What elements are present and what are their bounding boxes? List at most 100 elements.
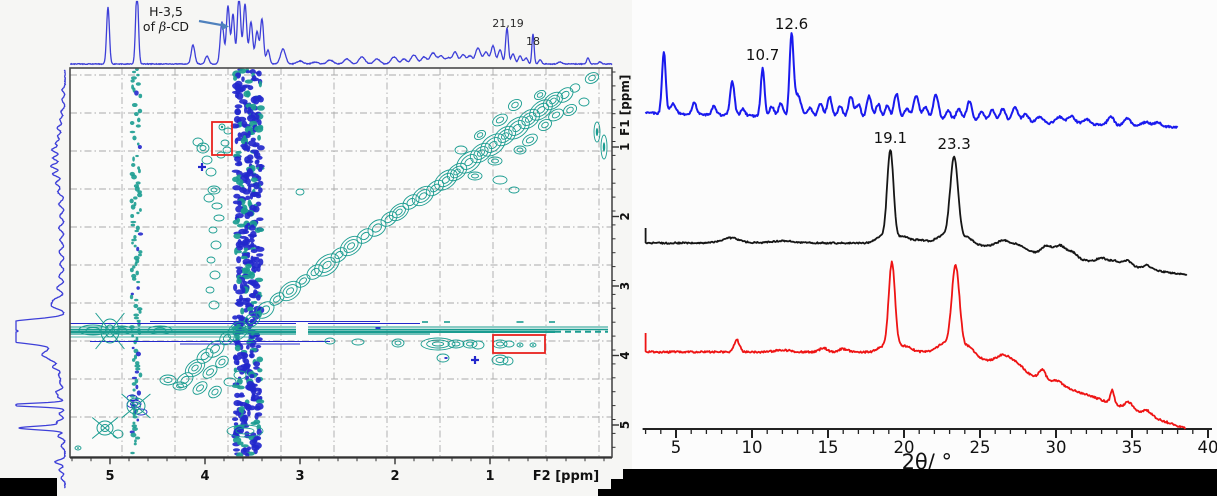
- nmr-highlight-box: [492, 334, 546, 354]
- nmr-2d-panel: 5 4 3 2 1 F2 [ppm] 1 2 3 4 5 F1 [ppm] H-3,5 of β-CD…: [0, 0, 632, 496]
- nmr-cross-peak: [529, 342, 537, 348]
- nmr-contour-plot: 5 4 3 2 1 F2 [ppm] 1 2 3 4 5 F1 [ppm]: [15, 0, 632, 489]
- nmr-cross-peak: [227, 321, 249, 341]
- nmr-cross-peak: [207, 185, 221, 195]
- xrd-tick-label: 15: [818, 438, 839, 457]
- nmr-cross-peak: [402, 194, 420, 210]
- nmr-cross-peak: [205, 340, 225, 358]
- xrd-peak-label: 12.6: [775, 15, 808, 33]
- nmr-f1-axis: 1 2 3 4 5 F1 [ppm]: [612, 71, 632, 448]
- nmr-cross-peak: [74, 445, 82, 451]
- nmr-cross-peak: [218, 123, 226, 131]
- nmr-cross-peak: [215, 355, 229, 369]
- nmr-cross-peak: [147, 325, 173, 335]
- black-bar-bottom-left: [0, 478, 57, 496]
- nmr-cross-peak: [473, 129, 487, 141]
- nmr-cross-peak: [447, 339, 465, 349]
- nmr-cross-peak: [504, 116, 530, 140]
- nmr-starburst-peak: [121, 393, 151, 419]
- nmr-cross-peak: [295, 188, 305, 196]
- nmr-cross-peak: [192, 137, 204, 147]
- xrd-tick-label: 25: [970, 438, 991, 457]
- nmr-cross-peak: [516, 342, 524, 348]
- nmr-cross-peak: [578, 97, 590, 107]
- xrd-tick-label: 10: [742, 438, 763, 457]
- xrd-tick-label: 40: [1198, 438, 1217, 457]
- xrd-peak-label: 23.3: [937, 135, 970, 153]
- nmr-f2-tick-label: 1: [485, 469, 494, 484]
- nmr-contour-layer: [70, 68, 608, 457]
- black-strip-bottom: [598, 469, 1217, 496]
- nmr-cross-peak: [522, 133, 538, 147]
- nmr-top-1d-projection: [70, 0, 613, 66]
- nmr-cross-peak: [172, 381, 188, 391]
- nmr-cross-peak: [508, 186, 520, 194]
- xrd-peak-label: 19.1: [874, 129, 907, 147]
- nmr-cross-peak: [502, 356, 514, 366]
- nmr-cross-peak: [569, 83, 581, 93]
- nmr-cross-peak: [517, 108, 541, 130]
- nmr-cross-peak: [584, 72, 600, 84]
- xrd-peak-label: 10.7: [746, 46, 779, 64]
- xrd-panel: 5 10 15 20 25 30 35 40 2θ/ ° 10.7 12.6 19.1 23.3: [632, 0, 1217, 496]
- nmr-cross-peak: [203, 193, 215, 203]
- nmr-cross-peak: [351, 338, 365, 346]
- nmr-plus-marker: [198, 163, 206, 171]
- nmr-f2-axis: 5 4 3 2 1 F2 [ppm]: [70, 456, 612, 484]
- nmr-cross-peak: [456, 150, 482, 174]
- nmr-cross-peak: [548, 108, 564, 122]
- nmr-f2-tick-label: 2: [390, 469, 399, 484]
- nmr-cross-peak: [226, 424, 264, 438]
- nmr-cross-peak: [233, 370, 247, 380]
- nmr-cross-peak: [533, 89, 547, 101]
- nmr-f2-tick-label: 3: [295, 469, 304, 484]
- nmr-cross-peak: [593, 121, 601, 143]
- nmr-cross-peak: [434, 169, 458, 191]
- nmr-cross-peak: [208, 226, 218, 234]
- xrd-tick-label: 30: [1046, 438, 1067, 457]
- nmr-cross-peak: [208, 300, 220, 310]
- xrd-tick-label: 35: [1122, 438, 1143, 457]
- nmr-f1-axis-label: F1 [ppm]: [618, 75, 632, 136]
- nmr-cross-peak: [201, 155, 213, 165]
- nmr-cross-peak: [492, 175, 508, 185]
- nmr-cross-peak: [192, 381, 208, 395]
- nmr-starburst-peak: [95, 312, 125, 350]
- nmr-cross-peak: [295, 274, 311, 288]
- nmr-cross-peak: [211, 202, 223, 210]
- nmr-cross-peak: [159, 374, 177, 386]
- nmr-cross-peak: [324, 337, 336, 345]
- nmr-cross-peak: [562, 103, 578, 117]
- nmr-cross-peak: [176, 372, 194, 388]
- nmr-cross-peak: [209, 270, 221, 280]
- nmr-cross-peak: [513, 145, 527, 155]
- nmr-cross-peak: [492, 113, 508, 127]
- nmr-cross-peak: [111, 325, 133, 335]
- nmr-f2-tick-label: 5: [105, 469, 114, 484]
- nmr-cross-peak: [469, 142, 493, 164]
- nmr-f2-axis-label: F2 [ppm]: [533, 469, 600, 484]
- nmr-cross-peak: [600, 134, 608, 160]
- nmr-cross-peak: [454, 145, 468, 155]
- nmr-f1-tick-label: 2: [618, 212, 632, 220]
- nmr-f2-tick-label: 4: [200, 469, 209, 484]
- nmr-left-1d-projection: [15, 69, 67, 489]
- xrd-tick-label: 20: [894, 438, 915, 457]
- nmr-f1-tick-label: 5: [618, 421, 632, 429]
- nmr-cross-peak: [391, 338, 405, 348]
- nmr-cross-peak: [205, 286, 215, 294]
- nmr-cross-peak: [202, 365, 218, 379]
- nmr-grid: [70, 68, 612, 457]
- nmr-f1-tick-label: 3: [618, 282, 632, 290]
- nmr-cross-peak: [503, 340, 515, 348]
- nmr-cross-peak: [420, 337, 456, 351]
- nmr-cross-peak: [243, 312, 261, 328]
- nmr-cross-peak: [255, 301, 275, 319]
- nmr-cross-peak: [208, 385, 222, 399]
- nmr-cross-peak: [367, 219, 387, 237]
- nmr-cross-peak: [529, 99, 553, 121]
- nmr-cross-peak: [205, 167, 217, 177]
- xrd-trace-pattern-top: [644, 32, 1179, 129]
- nmr-cross-peak: [206, 256, 216, 264]
